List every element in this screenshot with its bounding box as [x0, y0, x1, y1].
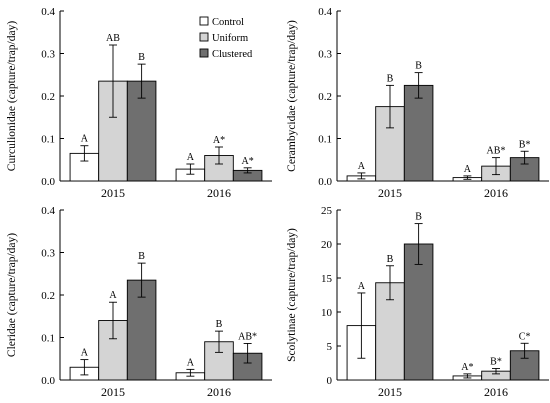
legend-label-clustered: Clustered	[212, 49, 253, 60]
panel-4: 0 5 10 15 20 25 Scolytinae (capture/trap/day) 2…	[286, 205, 549, 399]
significance-letter: B	[415, 61, 422, 72]
y-tick-label: 0.3	[41, 49, 55, 61]
y-tick-label: 25	[321, 205, 333, 217]
legend-label-control: Control	[212, 17, 244, 28]
y-tick-label: 20	[321, 239, 333, 251]
x-category-label: 2016	[207, 385, 231, 399]
significance-letter: A*	[242, 156, 254, 167]
significance-letter: B*	[490, 356, 502, 367]
significance-letter: A*	[461, 362, 473, 373]
significance-letter: B	[387, 254, 394, 265]
y-tick-label: 0.1	[318, 134, 332, 146]
x-category-label: 2016	[484, 385, 508, 399]
legend-swatch-clustered	[199, 48, 209, 58]
y-tick-label: 0.0	[41, 375, 55, 387]
y-tick-label: 0.0	[41, 176, 55, 188]
y-tick-label: 0	[327, 375, 333, 387]
significance-letter: A	[358, 161, 366, 172]
y-tick-label: 0.2	[41, 91, 55, 103]
y-tick-label: 0.1	[41, 333, 55, 345]
panel-3: 0.0 0.1 0.2 0.3 0.4 Cleridae (capture/trap/da…	[6, 205, 272, 399]
significance-letter: A	[81, 134, 89, 145]
y-tick-label: 0.4	[41, 6, 55, 18]
x-category-label: 2015	[101, 385, 125, 399]
bar-clustered	[509, 350, 540, 381]
legend-label-uniform: Uniform	[212, 33, 248, 44]
y-tick-label: 0.3	[41, 248, 55, 260]
significance-letter: A	[358, 281, 366, 292]
significance-letter: B	[415, 212, 422, 223]
significance-letter: A	[464, 164, 472, 175]
y-tick-label: 0.1	[41, 134, 55, 146]
bar-clustered	[403, 243, 434, 381]
significance-letter: B	[387, 73, 394, 84]
x-category-label: 2016	[484, 186, 508, 200]
y-tick-label: 0.3	[318, 49, 332, 61]
y-tick-label: 0.2	[41, 290, 55, 302]
y-tick-label: 5	[327, 341, 333, 353]
y-tick-label: 0.2	[318, 91, 332, 103]
y-tick-label: 0.0	[318, 176, 332, 188]
significance-letter: A	[109, 290, 117, 301]
significance-letter: AB	[106, 33, 120, 44]
legend-swatch-control	[199, 16, 209, 26]
significance-letter: B*	[519, 139, 531, 150]
y-tick-label: 0.4	[318, 6, 332, 18]
significance-letter: B	[138, 52, 145, 63]
y-axis-label: Cleridae (capture/trap/day)	[6, 233, 18, 357]
x-category-label: 2015	[378, 385, 402, 399]
y-axis-label: Curculionidae (capture/trap/day)	[6, 21, 18, 172]
bar-clustered	[403, 84, 434, 182]
y-tick-label: 10	[321, 307, 333, 319]
significance-letter: A	[187, 357, 195, 368]
panel-2: 0.0 0.1 0.2 0.3 0.4 Cerambycidae (capture/tra…	[286, 6, 549, 200]
significance-letter: C*	[519, 331, 531, 342]
significance-letter: A	[81, 348, 89, 359]
significance-letter: B	[138, 251, 145, 262]
legend-swatch-uniform	[199, 32, 209, 42]
significance-letter: A*	[213, 135, 225, 146]
panel-1: 0.0 0.1 0.2 0.3 0.4 Curculionidae (capture/tr…	[6, 6, 272, 200]
significance-letter: AB*	[238, 331, 257, 342]
x-category-label: 2016	[207, 186, 231, 200]
y-tick-label: 0.4	[41, 205, 55, 217]
significance-letter: B	[216, 319, 223, 330]
x-category-label: 2015	[101, 186, 125, 200]
y-axis-label: Cerambycidae (capture/trap/day)	[286, 20, 298, 172]
y-axis-label: Scolytinae (capture/trap/day)	[286, 228, 298, 362]
y-tick-label: 15	[321, 273, 333, 285]
significance-letter: A	[187, 152, 195, 163]
significance-letter: AB*	[487, 146, 506, 157]
x-category-label: 2015	[378, 186, 402, 200]
